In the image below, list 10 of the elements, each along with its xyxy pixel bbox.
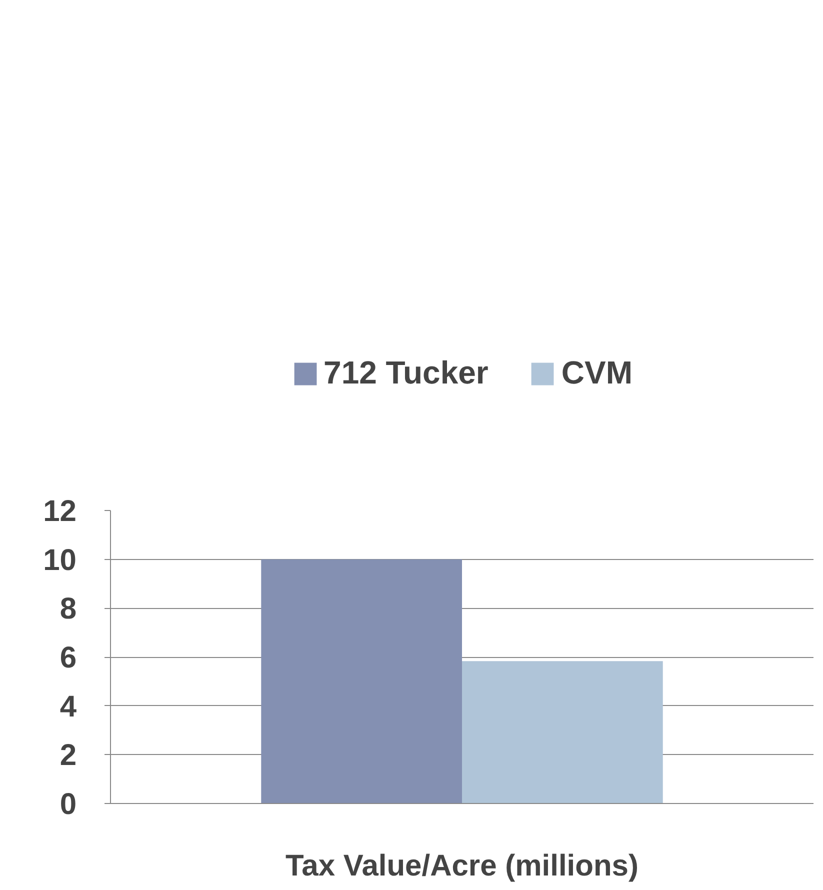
- y-tick-label: 6: [60, 642, 77, 674]
- y-tick-label: 2: [60, 739, 77, 772]
- y-tick-label: 12: [43, 495, 77, 528]
- y-tick-label: 0: [60, 788, 77, 821]
- legend-label: 712 Tucker: [324, 354, 488, 392]
- legend-label: CVM: [561, 354, 632, 392]
- y-tick-label: 8: [60, 592, 77, 626]
- y-tick-label: 4: [60, 690, 77, 724]
- y-tick-label: 10: [43, 544, 77, 577]
- x-tick-label: Tax Value/Acre (millions): [286, 850, 638, 882]
